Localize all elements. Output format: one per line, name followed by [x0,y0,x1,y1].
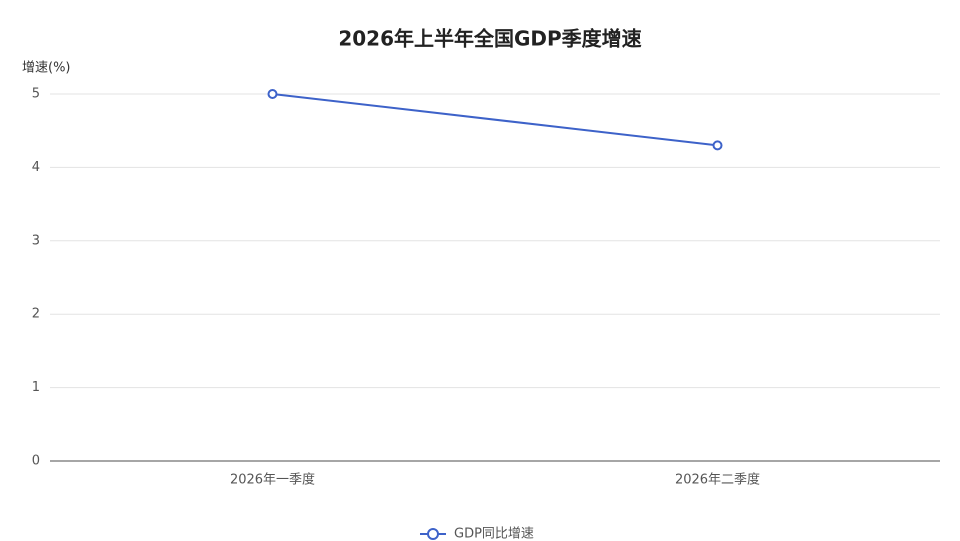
y-axis-label: 增速(%) [22,61,71,76]
y-tick-label: 5 [32,87,40,102]
y-tick-label: 2 [32,307,40,322]
legend-label: GDP同比增速 [454,527,534,541]
line [272,93,718,147]
y-tick-label: 4 [32,160,40,175]
x-tick-label: 2026年一季度 [230,472,315,488]
y-tick-label: 3 [32,233,40,248]
y-tick-label: 0 [32,454,40,469]
chart-title: 2026年上半年全国GDP季度增速 [338,27,641,51]
y-tick-label: 1 [32,380,40,395]
legend-marker [427,528,439,540]
x-tick-label: 2026年二季度 [675,472,760,488]
point [267,89,278,99]
point [712,140,723,151]
